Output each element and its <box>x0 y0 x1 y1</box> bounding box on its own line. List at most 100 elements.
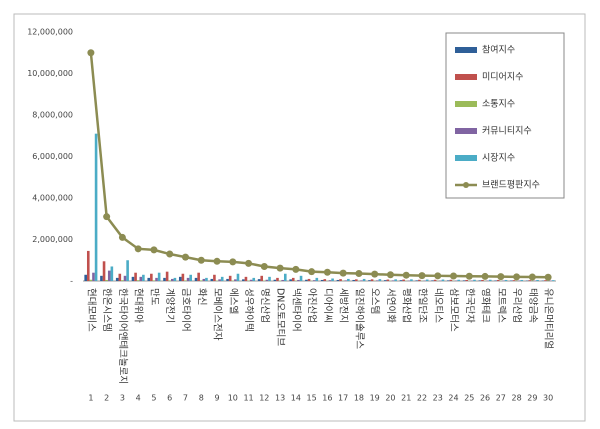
bar <box>433 279 437 281</box>
line-marker <box>87 49 95 57</box>
bar <box>462 280 466 281</box>
x-tick-label: 한국타이어앤테크놀로지 <box>117 288 128 384</box>
bar <box>157 272 161 281</box>
y-tick-label: - <box>70 277 73 286</box>
bar <box>386 279 390 281</box>
x-tick-label: 일진하이솔루스 <box>353 288 365 349</box>
line-marker <box>497 273 505 281</box>
bar <box>339 279 342 281</box>
rank-label: 14 <box>291 394 301 403</box>
bar <box>544 280 547 281</box>
x-tick-label: 현대위아 <box>133 288 145 323</box>
bar <box>126 260 129 281</box>
line-marker <box>339 269 347 277</box>
bar <box>402 279 405 281</box>
x-tick-label: 현대모비스 <box>85 288 96 332</box>
line-marker <box>528 273 536 281</box>
bar <box>163 277 166 281</box>
rank-label: 28 <box>511 394 521 403</box>
bar <box>449 279 453 281</box>
bar <box>431 280 434 281</box>
y-tick-label: 10,000,000 <box>27 69 73 78</box>
legend-swatch <box>463 182 469 188</box>
bar <box>118 273 122 281</box>
bar <box>89 279 93 281</box>
line-marker <box>229 258 237 266</box>
line-marker <box>292 265 300 273</box>
line-marker <box>513 273 521 281</box>
bar <box>504 279 508 281</box>
x-tick-label: 한일단조 <box>416 288 427 323</box>
rank-label: 13 <box>275 394 285 403</box>
rank-label: 16 <box>322 394 332 403</box>
bar <box>352 279 356 281</box>
y-tick-label: 6,000,000 <box>32 152 73 161</box>
x-tick-label: 삼보모터스 <box>448 288 459 332</box>
bar <box>425 279 429 281</box>
rank-label: 24 <box>448 394 458 403</box>
legend-swatch <box>455 47 477 53</box>
legend-label: 브랜드평판지수 <box>482 180 540 191</box>
bar <box>473 279 476 281</box>
rank-label: 27 <box>496 394 506 403</box>
bar <box>315 277 319 281</box>
x-tick-label: 성우하이텍 <box>243 288 255 332</box>
bar <box>362 278 366 281</box>
bar <box>202 278 206 281</box>
x-tick-label: 네오티스 <box>432 288 443 323</box>
bar <box>457 279 461 281</box>
bar <box>283 273 287 281</box>
bar <box>86 250 90 281</box>
bar <box>123 275 127 281</box>
x-tick-label: 금호타이어 <box>180 288 191 332</box>
y-tick-label: 12,000,000 <box>27 28 73 37</box>
x-tick-label: 평화산업 <box>401 288 413 323</box>
bar <box>102 261 106 281</box>
rank-label: 11 <box>243 394 253 403</box>
rank-label: 23 <box>433 394 443 403</box>
rank-label: 26 <box>480 394 490 403</box>
line-marker <box>181 253 189 261</box>
rank-label: 17 <box>338 394 348 403</box>
bar <box>344 280 348 281</box>
bar <box>465 279 468 281</box>
bar <box>94 133 98 281</box>
bar <box>199 280 203 281</box>
x-tick-label: 계양전기 <box>164 288 176 323</box>
line-marker <box>308 268 316 276</box>
legend-label: 소통지수 <box>482 99 515 110</box>
bar <box>494 280 497 281</box>
bar <box>336 279 340 281</box>
rank-label: 22 <box>417 394 427 403</box>
bar <box>375 280 379 281</box>
legend-label: 시장지수 <box>482 153 515 164</box>
line-marker <box>450 272 458 280</box>
bar <box>197 272 200 281</box>
bar <box>189 274 192 281</box>
bar <box>252 277 256 281</box>
x-tick-label: 서연이화 <box>385 288 396 323</box>
rank-label: 3 <box>120 394 125 403</box>
bar <box>520 279 524 281</box>
bar <box>289 279 292 281</box>
line-marker <box>323 268 331 276</box>
bar <box>226 278 229 281</box>
bar <box>218 279 221 281</box>
bar <box>165 271 169 281</box>
rank-label: 12 <box>259 394 269 403</box>
x-tick-label: 모베이스전자 <box>212 288 223 341</box>
bar <box>147 277 151 281</box>
bar <box>328 280 332 281</box>
line-marker <box>245 259 253 267</box>
bar <box>150 273 153 281</box>
bar <box>234 279 237 281</box>
bar <box>320 279 324 281</box>
x-tick-label: 유니온머티리얼 <box>543 288 554 349</box>
line-marker <box>434 272 442 280</box>
bar <box>528 280 532 281</box>
bar <box>121 280 124 281</box>
bar <box>173 277 177 281</box>
bar <box>307 278 311 281</box>
bar <box>92 272 95 281</box>
x-tick-label: DN오토모티브 <box>275 288 286 346</box>
